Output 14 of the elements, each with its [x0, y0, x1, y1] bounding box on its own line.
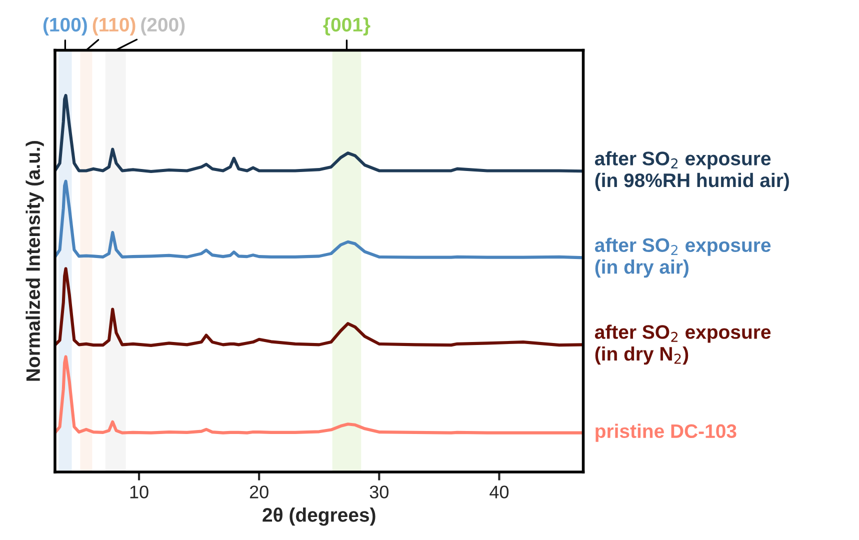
x-tick-label: 10 [130, 486, 148, 498]
series-label: after SO$_{2}$ exposure (in 98%RH humid air) [594, 151, 789, 192]
x-tick-label: 30 [370, 486, 388, 498]
x-tick-label: 20 [250, 486, 268, 498]
x-tick-label: 40 [490, 486, 509, 498]
y-axis-title: Normalized Intensity (a.u.) [26, 141, 44, 381]
series-label: after SO$_{2}$ exposure (in dry N$_{2}$) [594, 324, 771, 365]
series-label: pristine DC-103 [596, 424, 736, 442]
band-label: (110) [92, 17, 136, 36]
band-label: {001} [323, 17, 370, 36]
series-label: after SO$_{2}$ exposure (in dry air) [594, 238, 771, 278]
band-label: (100) [43, 17, 87, 36]
x-axis-title: 2θ (degrees) [262, 508, 376, 526]
band-label: (200) [141, 17, 185, 36]
